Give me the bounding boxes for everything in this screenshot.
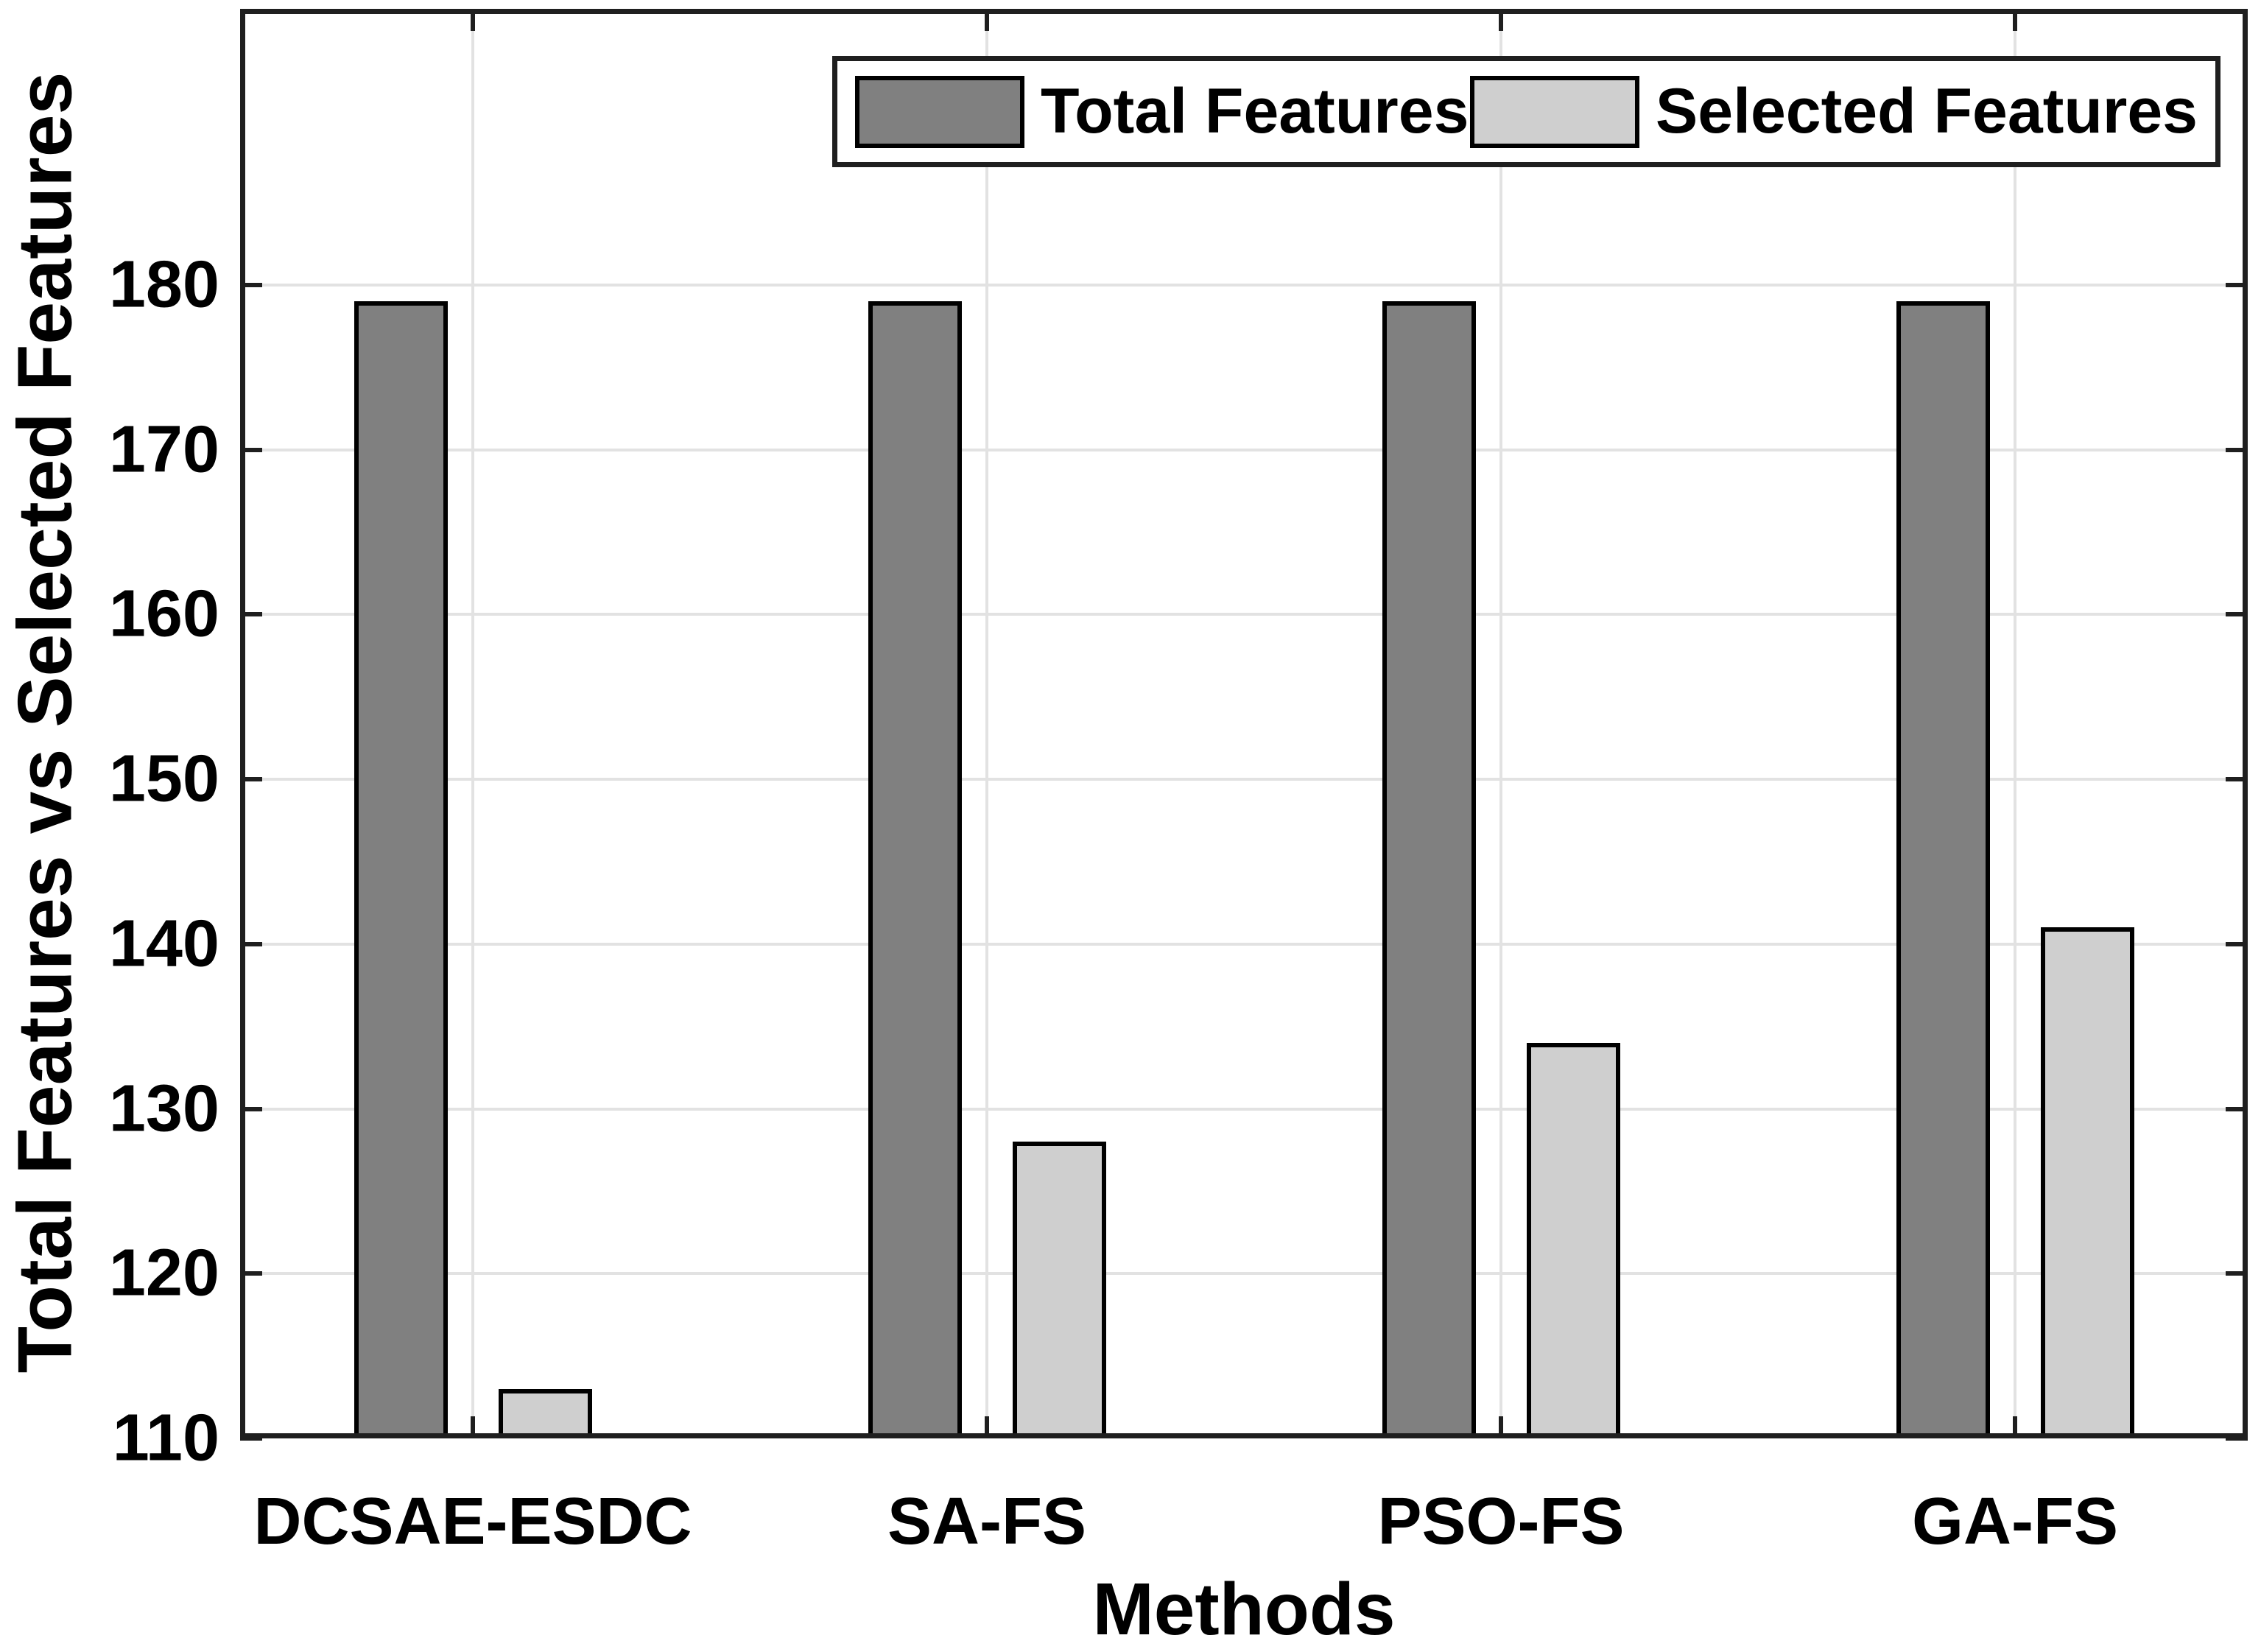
x-tick-label-ga-fs: GA-FS <box>1912 1485 2118 1558</box>
h-gridline-140 <box>240 942 2248 946</box>
h-gridline-150 <box>240 778 2248 781</box>
x-axis-title: Methods <box>1092 1568 1396 1651</box>
y-tick-right-120 <box>2226 1271 2248 1276</box>
legend-label-total-features: Total Features <box>1041 76 1469 147</box>
x-tick-bottom-GA-FS <box>2013 1416 2017 1438</box>
y-tick-label-110: 110 <box>112 1401 219 1475</box>
v-gridline-PSO-FS <box>1499 9 1502 1438</box>
legend-label-selected-features: Selected Features <box>1655 76 2198 147</box>
y-tick-left-160 <box>240 612 262 617</box>
x-tick-top-GA-FS <box>2013 9 2017 31</box>
h-gridline-130 <box>240 1107 2248 1111</box>
h-gridline-180 <box>240 284 2248 287</box>
x-tick-label-dcsae-esdc: DCSAE-ESDC <box>253 1485 692 1558</box>
y-tick-left-140 <box>240 941 262 946</box>
x-tick-label-sa-fs: SA-FS <box>887 1485 1086 1558</box>
total-features-swatch <box>855 75 1024 148</box>
bar-total-features-pso-fs <box>1382 301 1476 1438</box>
y-tick-left-120 <box>240 1271 262 1276</box>
y-tick-label-140: 140 <box>108 907 219 981</box>
legend: Total Features Selected Features <box>832 56 2220 167</box>
y-tick-label-120: 120 <box>108 1236 219 1310</box>
y-tick-label-150: 150 <box>108 742 219 816</box>
h-gridline-120 <box>240 1272 2248 1276</box>
bar-selected-features-ga-fs <box>2040 927 2134 1438</box>
bar-selected-features-sa-fs <box>1012 1142 1106 1438</box>
y-tick-left-170 <box>240 447 262 452</box>
y-tick-label-130: 130 <box>108 1072 219 1146</box>
bar-selected-features-pso-fs <box>1526 1043 1620 1438</box>
v-gridline-DCSAE-ESDC <box>471 9 474 1438</box>
h-gridline-170 <box>240 448 2248 451</box>
legend-item-total-features: Total Features <box>855 75 1469 148</box>
v-gridline-SA-FS <box>985 9 988 1438</box>
y-tick-right-140 <box>2226 941 2248 946</box>
y-tick-label-180: 180 <box>108 247 219 322</box>
bar-total-features-ga-fs <box>1896 301 1990 1438</box>
y-tick-right-170 <box>2226 447 2248 452</box>
bar-selected-features-dcsae-esdc <box>498 1388 592 1438</box>
v-gridline-GA-FS <box>2014 9 2016 1438</box>
y-tick-label-170: 170 <box>108 412 219 487</box>
selected-features-swatch <box>1469 75 1639 148</box>
x-tick-top-DCSAE-ESDC <box>471 9 475 31</box>
legend-item-selected-features: Selected Features <box>1469 75 2198 148</box>
x-tick-label-pso-fs: PSO-FS <box>1377 1485 1625 1558</box>
y-tick-right-130 <box>2226 1106 2248 1111</box>
y-tick-left-110 <box>240 1436 262 1441</box>
y-tick-left-130 <box>240 1106 262 1111</box>
y-tick-right-150 <box>2226 777 2248 782</box>
bar-total-features-sa-fs <box>868 301 962 1438</box>
x-tick-bottom-SA-FS <box>985 1416 989 1438</box>
x-tick-top-SA-FS <box>985 9 989 31</box>
bar-total-features-dcsae-esdc <box>354 301 448 1438</box>
x-tick-bottom-DCSAE-ESDC <box>471 1416 475 1438</box>
y-tick-label-160: 160 <box>108 577 219 651</box>
y-tick-right-160 <box>2226 612 2248 617</box>
x-tick-top-PSO-FS <box>1499 9 1503 31</box>
y-tick-left-180 <box>240 283 262 287</box>
y-tick-right-110 <box>2226 1436 2248 1441</box>
x-tick-bottom-PSO-FS <box>1499 1416 1503 1438</box>
h-gridline-160 <box>240 613 2248 616</box>
y-tick-left-150 <box>240 777 262 782</box>
y-tick-right-180 <box>2226 283 2248 287</box>
